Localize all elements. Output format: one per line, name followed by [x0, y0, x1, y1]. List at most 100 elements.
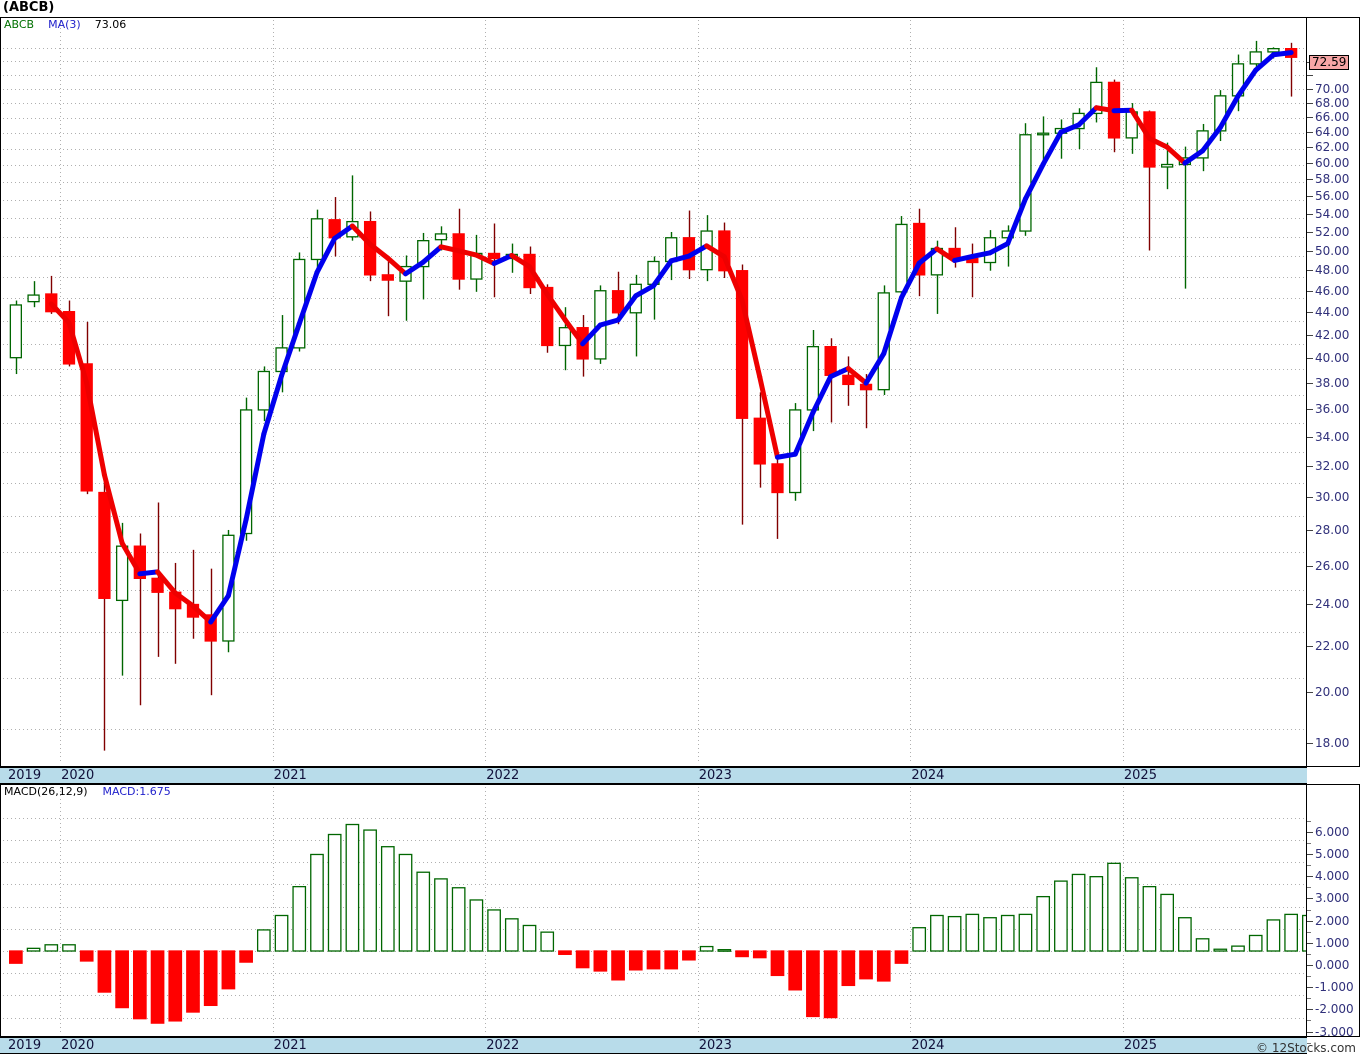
macd-axis-minor-tick [1307, 998, 1311, 1000]
price-axis-tick [1307, 646, 1313, 648]
price-axis-tick [1307, 213, 1313, 215]
price-axis-tick [1307, 270, 1313, 272]
price-axis-label: 36.00 [1315, 401, 1350, 416]
macd-axis-minor-tick [1307, 909, 1311, 911]
price-axis-tick [1307, 334, 1313, 336]
price-axis-tick [1307, 382, 1313, 384]
macd-axis-minor-tick [1307, 820, 1311, 822]
price-axis-tick [1307, 131, 1313, 133]
macd-axis-minor-tick [1307, 976, 1311, 978]
macd-axis-label: 3.000 [1315, 891, 1350, 906]
price-y-axis: 74.0070.0068.0066.0064.0062.0060.0058.00… [1307, 17, 1360, 767]
macd-axis-label: 1.000 [1315, 935, 1350, 950]
legend-ma-label: MA(3) [48, 18, 81, 31]
price-axis-tick [1307, 436, 1313, 438]
year-label: 2019 [8, 1038, 42, 1053]
year-label: 2020 [61, 1038, 95, 1053]
price-axis-label: 64.00 [1315, 124, 1350, 139]
price-axis-label: 22.00 [1315, 639, 1350, 654]
price-axis-label: 62.00 [1315, 140, 1350, 155]
year-label: 2023 [698, 1038, 732, 1053]
macd-date-axis: 2019 2020 2021 2022 2023 2024 2025 [0, 1037, 1307, 1054]
macd-chart-panel [0, 784, 1307, 1037]
macd-axis-label: 5.000 [1315, 847, 1350, 862]
legend-ma-value: 73.06 [94, 18, 127, 31]
price-axis-tick [1307, 312, 1313, 314]
macd-axis-minor-tick [1307, 865, 1311, 867]
price-chart-svg [3, 20, 1304, 762]
price-axis-label: 44.00 [1315, 305, 1350, 320]
price-axis-label: 46.00 [1315, 283, 1350, 298]
year-label: 2020 [61, 768, 95, 783]
year-label: 2022 [486, 768, 520, 783]
price-axis-label: 56.00 [1315, 189, 1350, 204]
price-chart-panel [0, 17, 1307, 767]
price-axis-tick [1307, 250, 1313, 252]
macd-axis-minor-tick [1307, 931, 1311, 933]
price-axis-tick [1307, 530, 1313, 531]
macd-axis-label: 4.000 [1315, 869, 1350, 884]
price-axis-tick [1307, 162, 1313, 164]
price-axis-tick [1307, 358, 1313, 360]
macd-axis-label: 0.000 [1315, 958, 1350, 972]
price-axis-tick [1307, 565, 1313, 567]
price-axis-tick [1307, 231, 1313, 233]
copyright-credit: © 12Stocks.com [1256, 1041, 1356, 1055]
price-axis-tick [1307, 147, 1313, 149]
price-axis-tick [1307, 75, 1313, 77]
year-label: 2021 [273, 768, 307, 783]
year-label: 2019 [8, 768, 42, 783]
last-price-badge: 72.59 [1309, 55, 1350, 70]
macd-axis-label: 6.000 [1315, 824, 1350, 839]
year-label: 2025 [1123, 1038, 1157, 1053]
price-axis-tick [1307, 604, 1313, 606]
macd-legend-name: MACD(26,12,9) [4, 785, 88, 798]
macd-axis-tick [1307, 942, 1313, 944]
price-axis-label: 66.00 [1315, 110, 1350, 125]
price-axis-tick [1307, 179, 1313, 181]
macd-axis-minor-tick [1307, 887, 1311, 889]
price-axis-label: 32.00 [1315, 458, 1350, 473]
macd-axis-tick [1307, 831, 1313, 833]
price-axis-label: 26.00 [1315, 558, 1350, 573]
price-axis-label: 52.00 [1315, 224, 1350, 239]
price-axis-label: 38.00 [1315, 375, 1350, 390]
page-title: (ABCB) [3, 0, 55, 15]
macd-chart-svg [3, 787, 1306, 1032]
year-label: 2022 [486, 1038, 520, 1053]
year-label: 2024 [911, 768, 945, 783]
price-axis-label: 42.00 [1315, 327, 1350, 342]
macd-axis-label: -3.000 [1315, 1024, 1354, 1039]
price-axis-tick [1307, 692, 1313, 694]
year-label: 2021 [273, 1038, 307, 1053]
price-axis-tick [1307, 496, 1313, 498]
macd-axis-label: -1.000 [1315, 980, 1354, 995]
macd-y-axis: 6.000 5.000 4.000 3.000 2.000 1.000 0.000 -1.00… [1307, 784, 1360, 1044]
macd-axis-minor-tick [1307, 842, 1311, 844]
price-axis-label: 54.00 [1315, 206, 1350, 221]
price-axis-label: 70.00 [1315, 81, 1350, 96]
price-axis-label: 68.00 [1315, 95, 1350, 110]
macd-axis-minor-tick [1307, 953, 1311, 955]
macd-axis-minor-tick [1307, 1042, 1311, 1044]
price-axis-tick [1307, 102, 1313, 104]
macd-axis-tick [1307, 965, 1313, 966]
price-axis-label: 60.00 [1315, 155, 1350, 170]
price-axis-label: 50.00 [1315, 243, 1350, 258]
macd-axis-tick [1307, 876, 1313, 878]
price-axis-tick [1307, 117, 1313, 119]
macd-legend: MACD(26,12,9) MACD:1.675 [4, 786, 171, 798]
price-axis-label: 48.00 [1315, 263, 1350, 278]
price-axis-label: 58.00 [1315, 172, 1350, 187]
price-legend: ABCB MA(3) 73.06 [4, 19, 126, 31]
price-axis-label: 28.00 [1315, 523, 1350, 537]
macd-axis-tick [1307, 1031, 1313, 1033]
price-axis-tick [1307, 742, 1313, 744]
price-axis-tick [1307, 290, 1313, 292]
macd-axis-minor-tick [1307, 1020, 1311, 1022]
year-label: 2024 [911, 1038, 945, 1053]
legend-symbol: ABCB [4, 18, 35, 31]
price-axis-label: 40.00 [1315, 351, 1350, 366]
price-axis-label: 34.00 [1315, 429, 1350, 444]
